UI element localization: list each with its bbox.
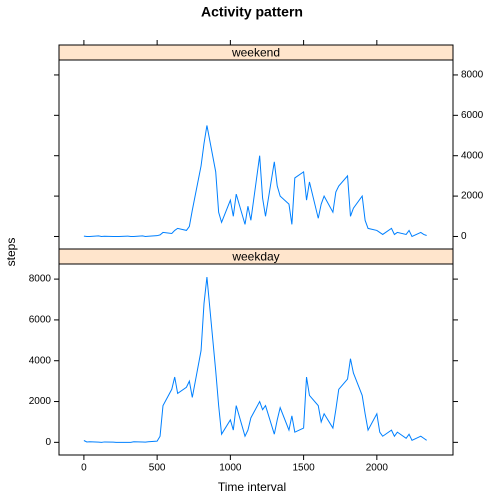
y-axis-label: steps <box>4 238 18 267</box>
y-tick-label: 0 <box>461 231 467 242</box>
chart-title: Activity pattern <box>201 4 303 20</box>
data-line <box>83 125 427 238</box>
panel-frame <box>58 59 454 250</box>
x-tick-label: 1500 <box>292 463 315 474</box>
y-tick-label: 2000 <box>29 396 52 407</box>
y-tick-label: 0 <box>45 437 51 448</box>
y-tick-label: 6000 <box>29 315 52 326</box>
x-tick-label: 1000 <box>219 463 242 474</box>
y-tick-label: 8000 <box>29 274 52 285</box>
x-axis-label: Time interval <box>218 480 286 494</box>
y-tick-label: 8000 <box>461 70 484 81</box>
x-tick-label: 0 <box>81 463 87 474</box>
y-tick-label: 4000 <box>461 150 484 161</box>
y-tick-label: 4000 <box>29 355 52 366</box>
panel-frame <box>58 263 454 456</box>
strip-label: weekend <box>231 46 280 60</box>
y-tick-label: 2000 <box>461 191 484 202</box>
strip-label: weekday <box>231 250 279 264</box>
y-tick-label: 6000 <box>461 110 484 121</box>
x-tick-label: 2000 <box>366 463 389 474</box>
x-tick-label: 500 <box>149 463 166 474</box>
data-line <box>83 277 427 443</box>
